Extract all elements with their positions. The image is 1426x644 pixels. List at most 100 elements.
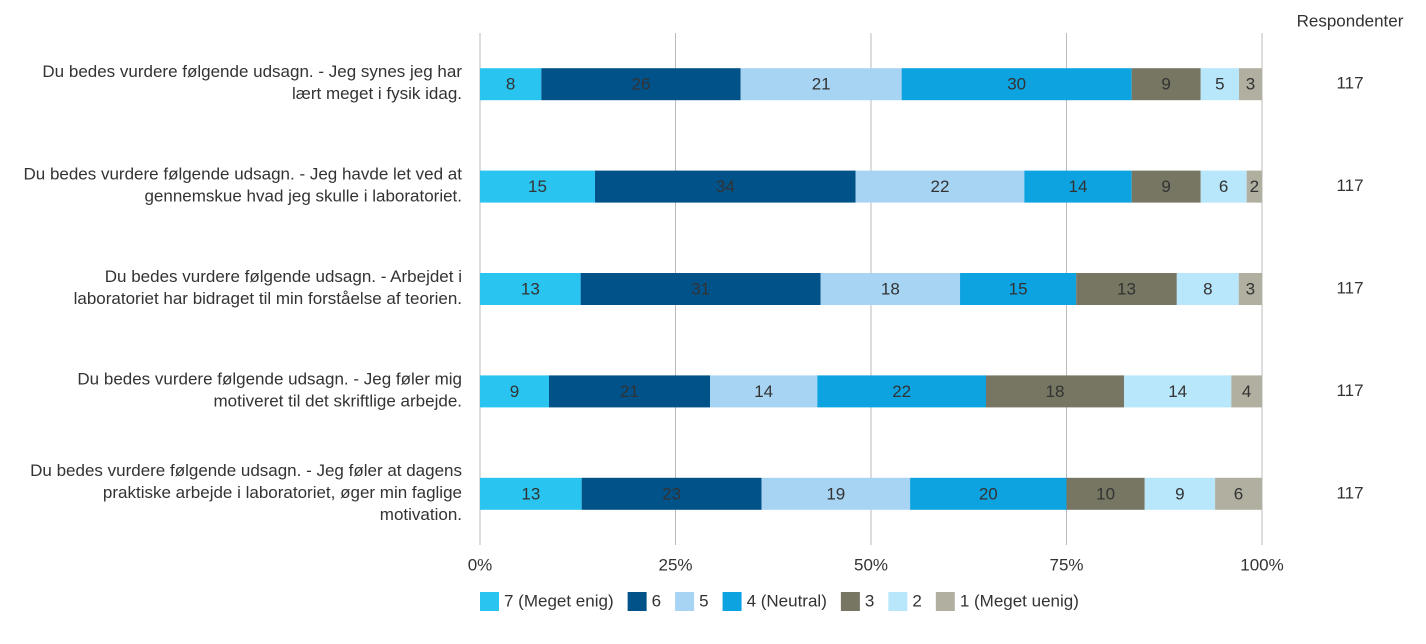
category-label: Du bedes vurdere følgende udsagn. - Jeg …: [77, 370, 462, 411]
category-label: Du bedes vurdere følgende udsagn. - Jeg …: [23, 165, 462, 206]
legend-label: 6: [652, 591, 661, 610]
bar-segment: [581, 477, 762, 510]
data-label: 15: [528, 177, 547, 196]
data-label: 18: [1046, 382, 1065, 401]
bar-segment: [480, 477, 582, 510]
category-label: Du bedes vurdere følgende udsagn. - Arbe…: [74, 267, 462, 308]
bar-segment: [1176, 273, 1239, 305]
bar-segment: [1066, 477, 1145, 510]
legend-swatch: [935, 592, 955, 611]
data-label: 15: [1009, 279, 1028, 298]
bar-segment: [1215, 477, 1262, 510]
data-label: 20: [979, 484, 998, 503]
data-label: 21: [812, 75, 831, 94]
bar-segment: [1239, 68, 1262, 101]
data-label: 3: [1246, 75, 1255, 94]
legend-swatch: [888, 592, 908, 611]
bar-segment: [549, 375, 710, 408]
data-label: 34: [716, 177, 735, 196]
x-tick-label: 75%: [1049, 555, 1083, 574]
legend-swatch: [480, 592, 499, 611]
respondents-value: 117: [1336, 381, 1363, 400]
bar-segment: [710, 375, 818, 408]
data-label: 18: [881, 279, 900, 298]
x-tick-label: 25%: [658, 555, 692, 574]
bar-segment: [595, 170, 856, 203]
data-label: 22: [931, 177, 950, 196]
data-label: 6: [1234, 484, 1243, 503]
x-tick-label: 50%: [854, 555, 888, 574]
data-label: 26: [632, 75, 651, 94]
data-label: 13: [1117, 279, 1136, 298]
legend-label: 4 (Neutral): [747, 591, 827, 610]
data-label: 13: [521, 279, 540, 298]
bar-segment: [480, 68, 542, 101]
legend-label: 1 (Meget uenig): [960, 591, 1079, 610]
bar-segment: [541, 68, 741, 101]
data-label: 4: [1242, 382, 1251, 401]
legend-swatch: [675, 592, 695, 611]
data-label: 5: [1215, 75, 1224, 94]
bar-segment: [480, 273, 581, 305]
bar-segment: [986, 375, 1124, 408]
bar-segment: [960, 273, 1077, 305]
x-tick-label: 0%: [468, 555, 493, 574]
bar-segment: [1124, 375, 1232, 408]
bar-segment: [580, 273, 821, 305]
bar-segment: [480, 375, 549, 408]
data-label: 8: [506, 75, 515, 94]
legend-label: 5: [699, 591, 708, 610]
data-label: 2: [1250, 177, 1259, 196]
data-label: 9: [1175, 484, 1184, 503]
data-label: 21: [620, 382, 639, 401]
respondents-value: 117: [1336, 74, 1363, 93]
respondents-header: Respondenter: [1297, 11, 1404, 30]
bar-segment: [901, 68, 1132, 101]
data-label: 31: [691, 279, 710, 298]
bar-segment: [1231, 375, 1262, 408]
data-label: 9: [510, 382, 519, 401]
bar-segment: [740, 68, 902, 101]
data-label: 9: [1161, 177, 1170, 196]
bar-segment: [1131, 68, 1201, 101]
data-label: 30: [1007, 75, 1026, 94]
data-label: 14: [1168, 382, 1187, 401]
bar-segment: [1076, 273, 1177, 305]
category-label: Du bedes vurdere følgende udsagn. - Jeg …: [30, 461, 462, 524]
bar-segment: [1200, 68, 1239, 101]
x-tick-label: 100%: [1240, 555, 1283, 574]
data-label: 19: [826, 484, 845, 503]
bar-segment: [910, 477, 1067, 510]
respondents-value: 117: [1336, 483, 1363, 502]
bar-segment: [855, 170, 1025, 203]
data-label: 23: [662, 484, 681, 503]
legend-label: 7 (Meget enig): [504, 591, 614, 610]
respondents-value: 117: [1336, 176, 1363, 195]
bar-segment: [817, 375, 986, 408]
bar-segment: [761, 477, 911, 510]
bar-segment: [820, 273, 961, 305]
data-label: 6: [1219, 177, 1228, 196]
data-label: 9: [1161, 75, 1170, 94]
category-label: Du bedes vurdere følgende udsagn. - Jeg …: [42, 63, 462, 104]
respondents-value: 117: [1336, 278, 1363, 297]
data-label: 8: [1203, 279, 1212, 298]
legend-label: 2: [912, 591, 921, 610]
bar-segment: [1131, 170, 1201, 203]
data-label: 14: [754, 382, 773, 401]
bar-segment: [1144, 477, 1216, 510]
bar-segment: [1246, 170, 1262, 203]
data-label: 14: [1069, 177, 1088, 196]
legend-swatch: [840, 592, 860, 611]
data-label: 10: [1096, 484, 1115, 503]
bar-segment: [480, 170, 595, 203]
data-label: 22: [892, 382, 911, 401]
data-label: 13: [521, 484, 540, 503]
legend-swatch: [627, 592, 647, 611]
bar-segment: [1238, 273, 1262, 305]
legend-swatch: [722, 592, 742, 611]
data-label: 3: [1246, 279, 1255, 298]
legend-label: 3: [865, 591, 874, 610]
